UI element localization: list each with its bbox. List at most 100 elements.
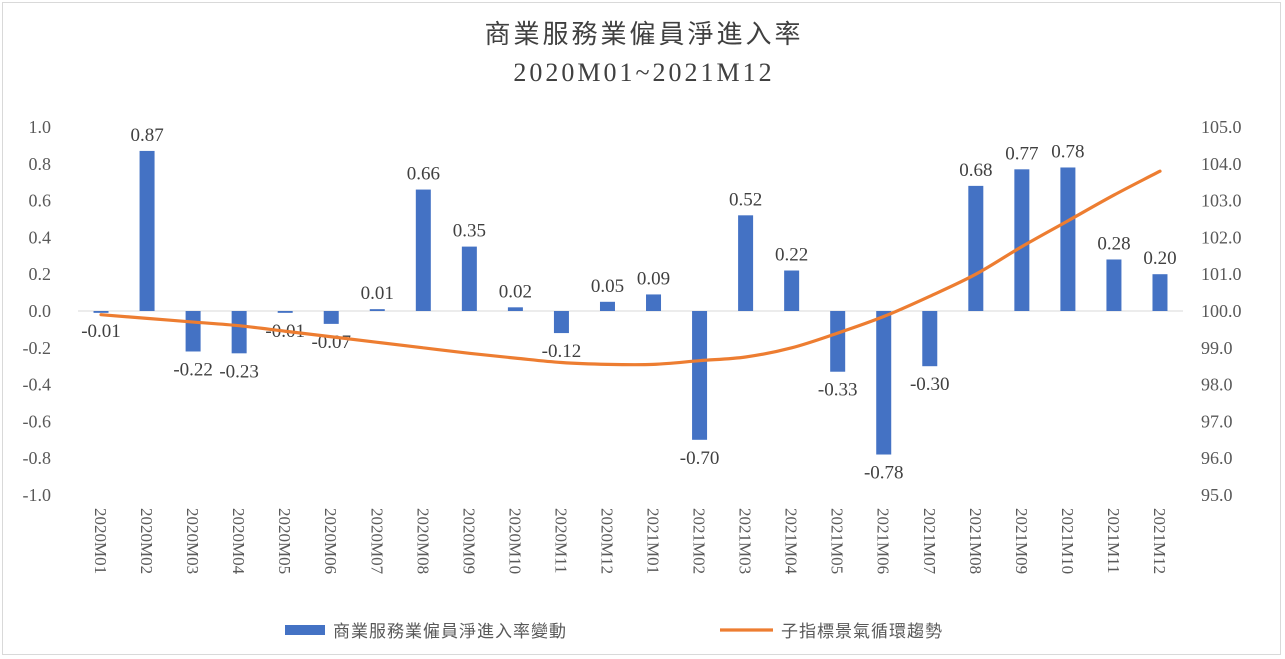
- right-tick-label: 95.0: [1201, 485, 1233, 505]
- right-tick-label: 105.0: [1201, 117, 1242, 137]
- right-axis: 95.0 96.0 97.0 98.0 99.0 100.0 101.0 102.0 103.0…: [1201, 117, 1242, 505]
- bar-data-label: 0.02: [499, 281, 532, 302]
- line-series: [99, 169, 1162, 367]
- bar-series: -0.010.87-0.22 -0.23-0.01-0.070.010.660.3…: [81, 125, 1176, 484]
- bar: [277, 311, 293, 313]
- bar: [185, 311, 201, 352]
- bar: [323, 311, 339, 324]
- x-tick-label: 2020M07: [367, 508, 386, 575]
- bar-data-label: -0.23: [219, 361, 259, 382]
- bar-data-label: -0.33: [818, 380, 858, 401]
- x-tick-label: 2020M10: [505, 508, 524, 574]
- legend-line-label: 子指標景氣循環趨勢: [781, 622, 943, 641]
- bar: [1152, 274, 1168, 311]
- bar-data-label: -0.70: [680, 448, 720, 469]
- x-tick-label: 2021M08: [966, 508, 985, 574]
- x-tick-label: 2021M04: [782, 508, 801, 575]
- bar-data-label: -0.12: [542, 341, 582, 362]
- bar-data-label: -0.30: [910, 374, 950, 395]
- bar: [1060, 167, 1076, 311]
- x-tick-label: 2020M11: [551, 508, 570, 574]
- bar-data-label: -0.78: [864, 463, 904, 484]
- bar-data-label: 0.78: [1051, 141, 1084, 162]
- legend: 商業服務業僱員淨進入率變動 子指標景氣循環趨勢: [285, 622, 943, 641]
- x-tick-label: 2020M02: [137, 508, 156, 574]
- bar-data-label: -0.01: [81, 321, 121, 342]
- right-tick-label: 98.0: [1201, 375, 1233, 395]
- bar-data-label: 0.35: [453, 221, 486, 242]
- bar: [738, 215, 754, 311]
- x-tick-label: 2020M01: [91, 508, 110, 574]
- bar: [599, 301, 615, 311]
- x-tick-label: 2021M01: [644, 508, 663, 574]
- bar-data-label: 0.28: [1097, 233, 1130, 254]
- right-tick-label: 103.0: [1201, 191, 1242, 211]
- x-tick-label: 2020M08: [413, 508, 432, 574]
- bar: [553, 311, 569, 334]
- left-tick-label: 0.0: [29, 301, 52, 321]
- x-tick-label: 2021M02: [690, 508, 709, 574]
- bar: [139, 150, 155, 311]
- left-tick-label: -0.4: [23, 375, 52, 395]
- left-tick-label: -0.2: [23, 338, 52, 358]
- left-tick-label: 0.2: [29, 264, 52, 284]
- bar-data-label: 0.09: [637, 268, 670, 289]
- right-tick-label: 97.0: [1201, 411, 1233, 431]
- left-tick-label: 0.8: [29, 154, 52, 174]
- bar: [692, 311, 708, 440]
- bar: [93, 311, 109, 313]
- bar-data-label: 0.87: [130, 125, 163, 146]
- x-tick-label: 2021M05: [828, 508, 847, 574]
- bar-data-label: 0.22: [775, 245, 808, 266]
- x-tick-label: 2021M03: [736, 508, 755, 574]
- left-tick-label: 0.4: [29, 227, 52, 247]
- bar: [1106, 259, 1122, 311]
- bar: [1014, 169, 1030, 311]
- left-tick-label: 1.0: [29, 117, 52, 137]
- bar-data-label: 0.77: [1005, 143, 1038, 164]
- left-tick-label: -1.0: [23, 485, 52, 505]
- x-tick-label: 2021M11: [1104, 508, 1123, 574]
- x-tick-label: 2021M07: [920, 508, 939, 575]
- x-tick-label: 2020M05: [275, 508, 294, 574]
- x-tick-label: 2020M06: [321, 508, 340, 574]
- bar-data-label: 0.68: [959, 160, 992, 181]
- bar: [369, 309, 385, 311]
- bar-data-label: 0.20: [1143, 248, 1176, 269]
- chart-title: 商業服務業僱員淨進入率: [484, 20, 803, 49]
- left-tick-label: -0.8: [23, 448, 52, 468]
- chart-subtitle: 2020M01~2021M12: [513, 58, 774, 87]
- right-tick-label: 99.0: [1201, 338, 1233, 358]
- trend-line: [99, 169, 1162, 367]
- x-tick-label: 2021M06: [874, 508, 893, 574]
- bar: [784, 270, 800, 311]
- x-tick-label: 2021M12: [1150, 508, 1169, 574]
- bar: [461, 246, 477, 311]
- bar: [968, 185, 984, 311]
- bar: [922, 311, 938, 367]
- x-tick-label: 2021M09: [1012, 508, 1031, 574]
- x-tick-label: 2020M04: [229, 508, 248, 575]
- bar-data-label: 0.05: [591, 276, 624, 297]
- bar-data-label: 0.66: [407, 164, 440, 185]
- bar: [507, 307, 523, 311]
- bar: [646, 294, 662, 311]
- chart-svg: 商業服務業僱員淨進入率 2020M01~2021M12 -1.0 -0.8 -0.6…: [23, 20, 1242, 641]
- left-axis: -1.0 -0.8 -0.6 -0.4 -0.2 0.0 0.2 0.4 0.6 0.8 1.0: [23, 117, 1183, 505]
- bar: [231, 311, 247, 354]
- left-tick-label: -0.6: [23, 411, 52, 431]
- legend-bar-label: 商業服務業僱員淨進入率變動: [333, 622, 567, 641]
- bar: [830, 311, 846, 372]
- right-tick-label: 102.0: [1201, 227, 1242, 247]
- bar-data-label: 0.01: [361, 283, 394, 304]
- right-tick-label: 96.0: [1201, 448, 1233, 468]
- legend-bar-swatch: [285, 625, 325, 635]
- x-tick-label: 2020M09: [459, 508, 478, 574]
- bar-data-label: 0.52: [729, 189, 762, 210]
- right-tick-label: 104.0: [1201, 154, 1242, 174]
- left-tick-label: 0.6: [29, 191, 52, 211]
- x-tick-label: 2021M10: [1058, 508, 1077, 574]
- x-tick-label: 2020M12: [597, 508, 616, 574]
- right-tick-label: 100.0: [1201, 301, 1242, 321]
